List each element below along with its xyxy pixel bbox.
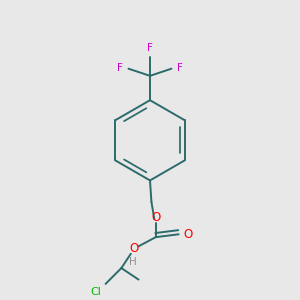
Text: F: F (147, 44, 153, 53)
Text: O: O (130, 242, 139, 255)
Text: O: O (183, 228, 192, 241)
Text: O: O (151, 211, 160, 224)
Text: H: H (128, 257, 136, 267)
Text: F: F (118, 63, 123, 73)
Text: F: F (177, 63, 182, 73)
Text: Cl: Cl (90, 287, 101, 297)
